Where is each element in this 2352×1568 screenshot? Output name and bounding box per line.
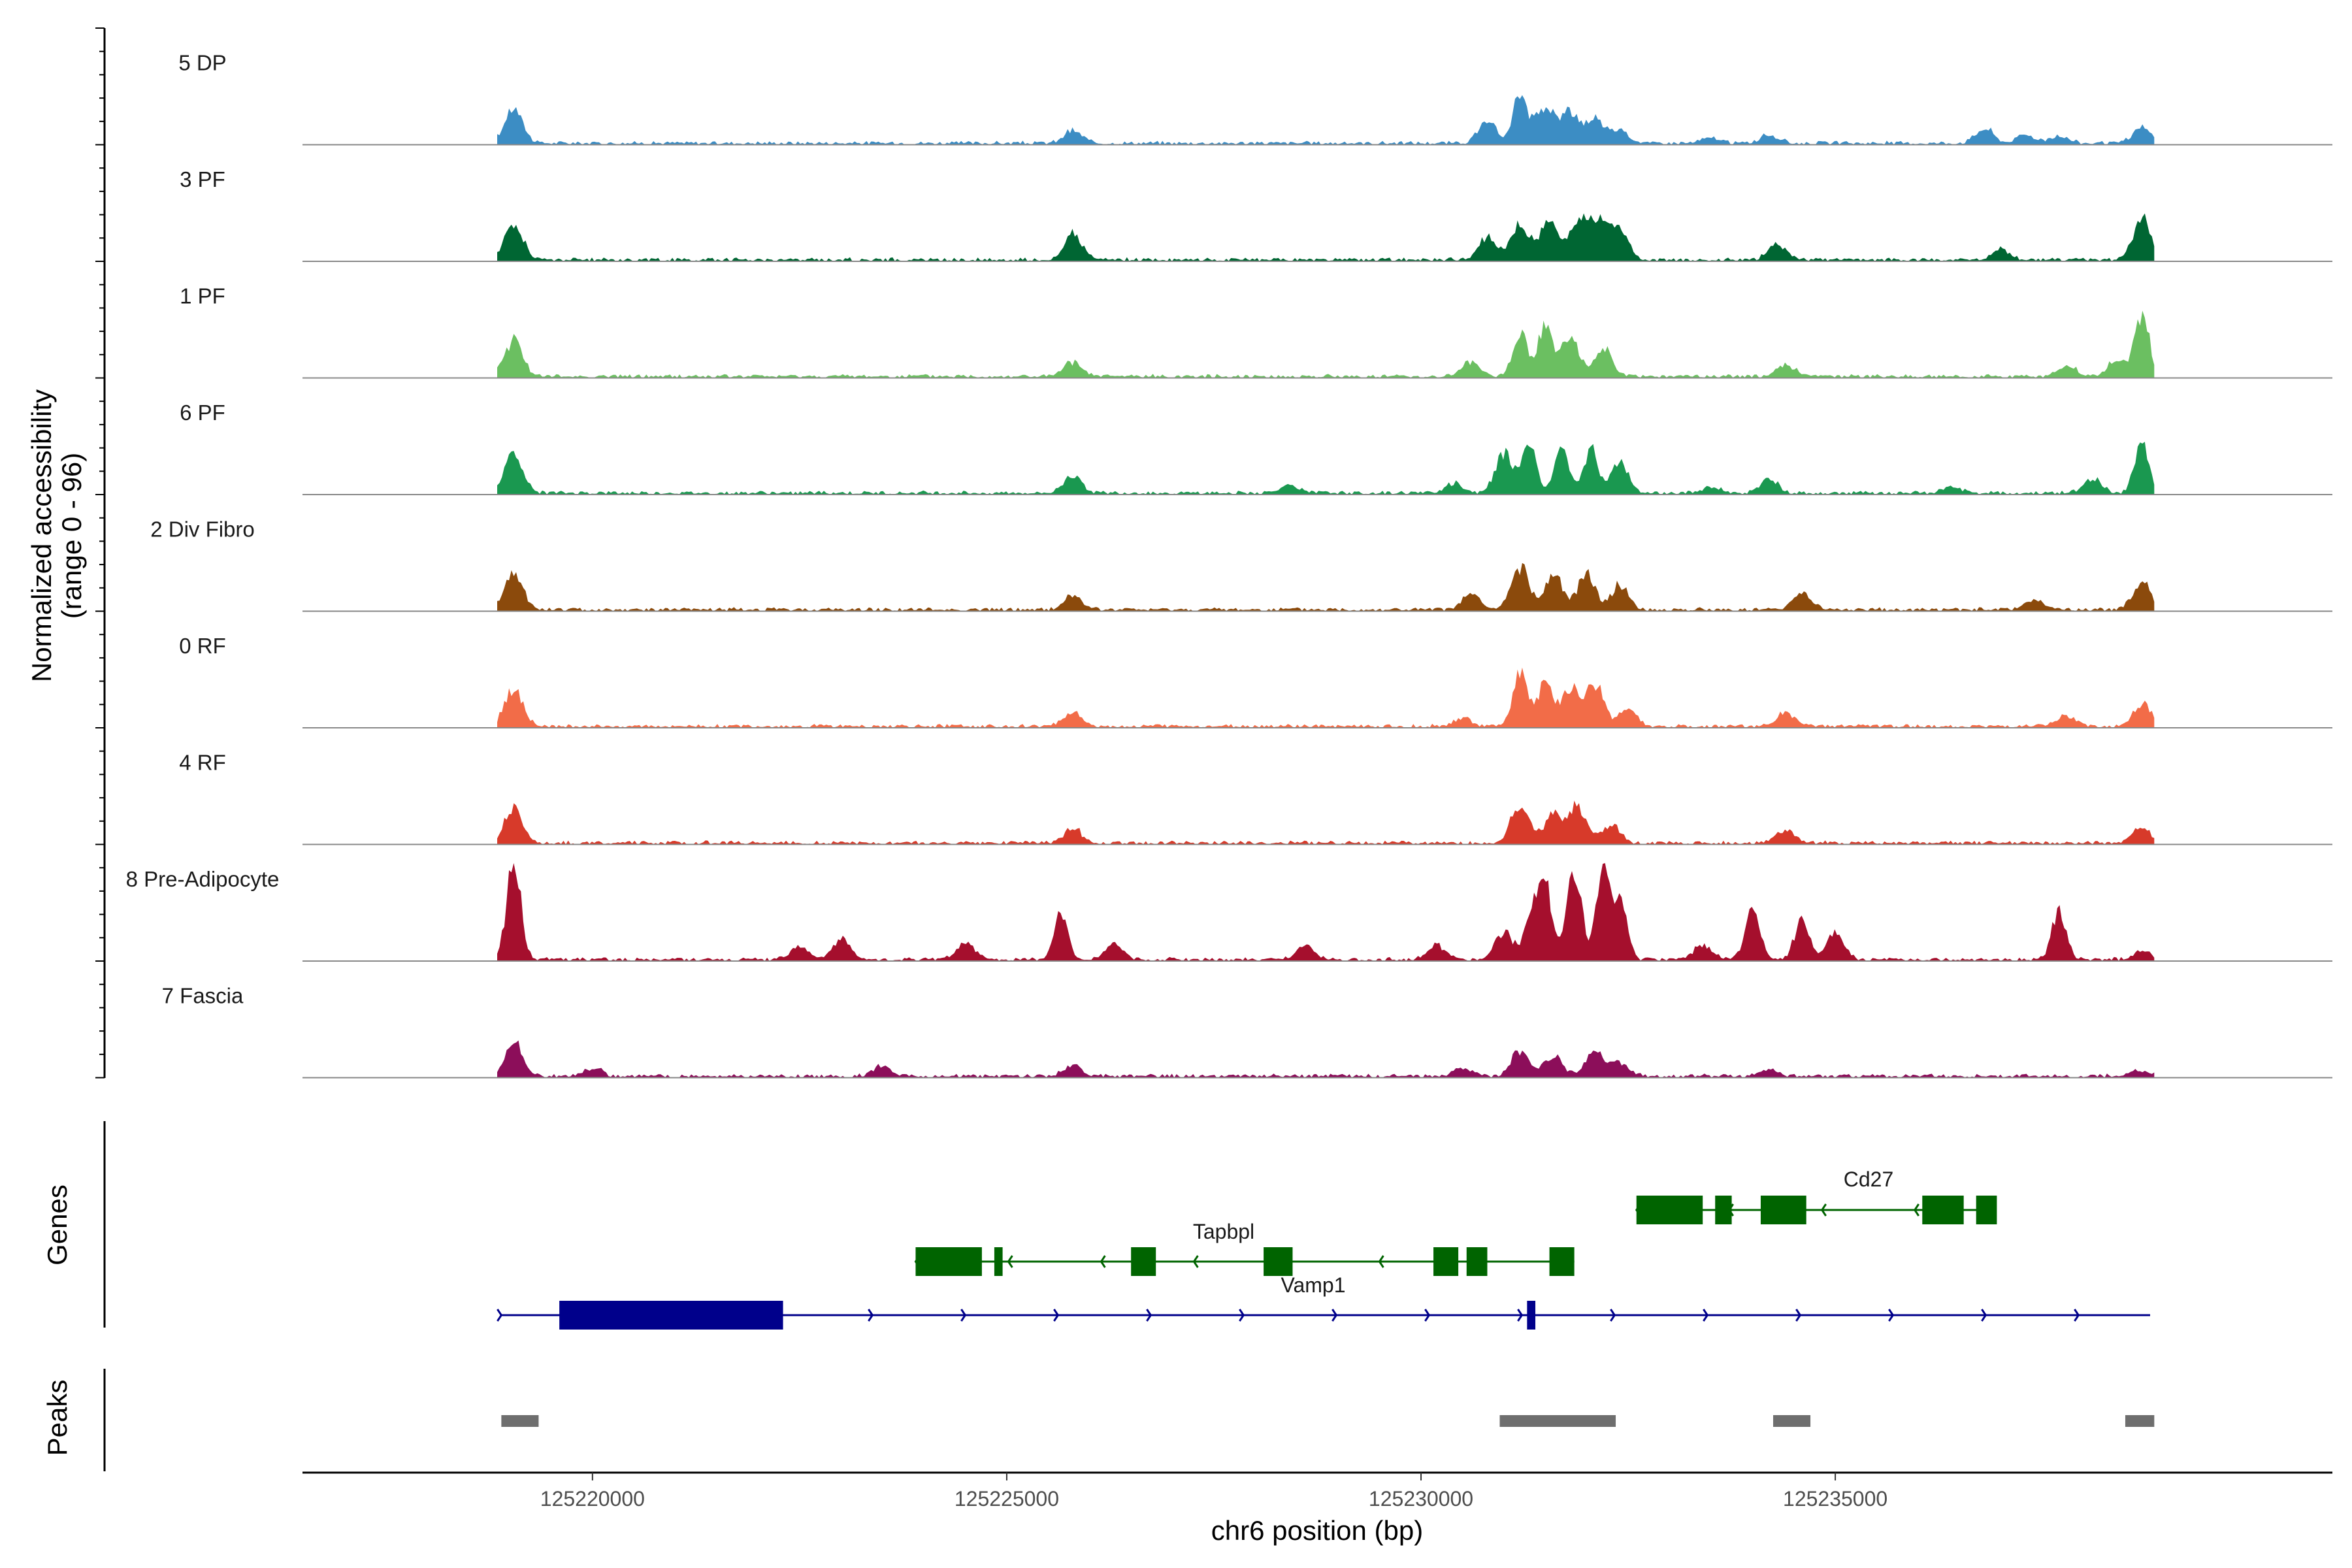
gene-exon <box>1976 1196 1997 1224</box>
gene-exon <box>1527 1301 1536 1330</box>
track-2-div-fibro: 2 Div Fibro <box>150 517 2332 612</box>
peak-region <box>501 1415 539 1427</box>
x-axis-ticks: 125220000 125225000 125230000 125235000 <box>540 1473 1887 1511</box>
track-label: 7 Fascia <box>162 984 244 1008</box>
gene-exon <box>1549 1247 1575 1276</box>
track-7-fascia: 7 Fascia <box>162 984 2332 1079</box>
strand-arrow <box>1913 1203 1919 1217</box>
gene-exon <box>1433 1247 1459 1276</box>
track-6-pf: 6 PF <box>180 400 2332 495</box>
x-tick-label: 125225000 <box>955 1487 1059 1511</box>
track-8-pre-adipocyte: 8 Pre-Adipocyte <box>126 863 2332 962</box>
y-axis-title-line2: (range 0 - 96) <box>56 453 87 619</box>
peak-region <box>1499 1415 1616 1427</box>
strand-arrow <box>1192 1255 1199 1268</box>
strand-arrow <box>868 1309 874 1322</box>
strand-arrow <box>1888 1309 1895 1322</box>
coverage-area <box>497 1040 2155 1078</box>
strand-arrow <box>1517 1309 1524 1322</box>
gene-exon <box>1922 1196 1964 1224</box>
strand-arrow <box>1007 1255 1013 1268</box>
x-tick-label: 125220000 <box>540 1487 645 1511</box>
strand-arrow <box>497 1309 503 1322</box>
coverage-axis-ticks <box>95 27 105 1079</box>
coverage-area <box>497 310 2155 378</box>
gene-exon <box>559 1301 783 1330</box>
track-label: 6 PF <box>180 400 225 425</box>
gene-exon <box>915 1247 982 1276</box>
strand-arrow <box>1100 1255 1106 1268</box>
gene-exon <box>994 1247 1003 1276</box>
gene-exon <box>1264 1247 1293 1276</box>
track-label: 5 DP <box>178 51 226 75</box>
gene-cd27: Cd27 <box>1635 1168 1997 1224</box>
gene-vamp1: Vamp1 <box>497 1273 2151 1330</box>
peaks-panel-title: Peaks <box>42 1380 73 1456</box>
strand-arrow <box>1424 1309 1431 1322</box>
gene-label: Tapbpl <box>1193 1220 1254 1243</box>
coverage-area <box>497 442 2155 495</box>
strand-arrow <box>2074 1309 2080 1322</box>
track-label: 3 PF <box>180 167 225 191</box>
coverage-area <box>497 95 2155 145</box>
gene-exon <box>1131 1247 1156 1276</box>
track-3-pf: 3 PF <box>180 167 2332 262</box>
x-tick-label: 125235000 <box>1783 1487 1887 1511</box>
track-0-rf: 0 RF <box>179 634 2332 728</box>
gene-exon <box>1636 1196 1703 1224</box>
track-4-rf: 4 RF <box>179 751 2332 845</box>
strand-arrow <box>1820 1203 1827 1217</box>
peaks-track <box>501 1415 2155 1427</box>
track-1-pf: 1 PF <box>180 284 2332 379</box>
strand-arrow <box>1331 1309 1338 1322</box>
strand-arrow <box>1981 1309 1987 1322</box>
strand-arrow <box>960 1309 967 1322</box>
genes-track: Cd27 Tapbpl Vamp1 <box>497 1168 2151 1330</box>
track-label: 2 Div Fibro <box>150 517 255 542</box>
track-label: 0 RF <box>179 634 226 658</box>
strand-arrow <box>1239 1309 1245 1322</box>
peak-region <box>1772 1415 1811 1427</box>
gene-exon <box>1760 1196 1806 1224</box>
coverage-area <box>497 863 2155 961</box>
x-axis-title: chr6 position (bp) <box>1211 1515 1424 1546</box>
y-axis-title-line1: Normalized accessibility <box>26 389 57 682</box>
genes-panel-title: Genes <box>42 1184 73 1266</box>
gene-exon <box>1466 1247 1488 1276</box>
coverage-area <box>497 667 2155 728</box>
strand-arrow <box>1053 1309 1060 1322</box>
strand-arrow <box>1146 1309 1152 1322</box>
y-axis-title: Normalized accessibility (range 0 - 96) <box>26 389 87 682</box>
strand-arrow <box>1703 1309 1709 1322</box>
strand-arrow <box>1795 1309 1802 1322</box>
strand-arrow <box>1378 1255 1384 1268</box>
gene-tapbpl: Tapbpl <box>914 1220 1575 1276</box>
track-5-dp: 5 DP <box>178 51 2332 146</box>
gene-label: Vamp1 <box>1281 1273 1345 1297</box>
coverage-area <box>497 213 2155 261</box>
peak-region <box>2125 1415 2155 1427</box>
x-tick-label: 125230000 <box>1369 1487 1473 1511</box>
coverage-area <box>497 563 2155 612</box>
track-label: 1 PF <box>180 284 225 308</box>
track-label: 4 RF <box>179 751 226 775</box>
coverage-area <box>497 800 2155 845</box>
track-label: 8 Pre-Adipocyte <box>126 867 280 891</box>
gene-label: Cd27 <box>1844 1168 1894 1191</box>
coverage-tracks: 5 DP 3 PF 1 PF 6 PF 2 Div Fibro 0 RF 4 RF 8 Pre… <box>126 51 2332 1079</box>
gene-exon <box>1715 1196 1732 1224</box>
strand-arrow <box>1610 1309 1616 1322</box>
